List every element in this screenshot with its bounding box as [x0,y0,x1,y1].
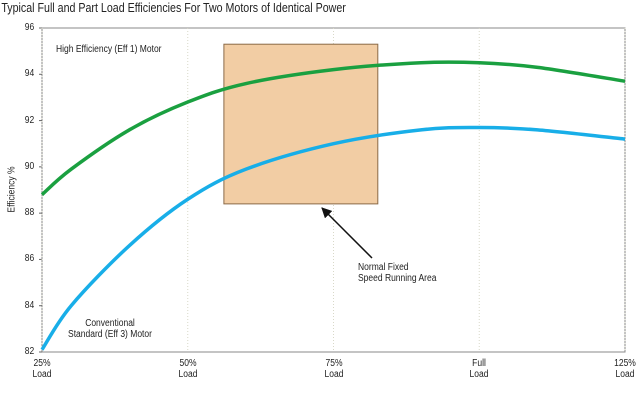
series-line [40,125,626,351]
series-label: Conventional Standard (Eff 3) Motor [68,318,152,340]
annotation: Normal Fixed Speed Running Area [358,262,437,284]
x-tick-label: 75% Load [324,358,343,380]
annotation-arrow [321,207,373,259]
x-tick-label: 125% Load [614,358,636,380]
x-tick-label: 50% Load [178,358,198,380]
y-tick-label: 86 [24,253,35,265]
y-tick-label: 92 [24,114,35,126]
y-tick-label: 94 [24,68,35,80]
series-label: High Efficiency (Eff 1) Motor [56,44,162,55]
y-tick-label: 96 [24,22,35,33]
y-tick-label: 84 [24,299,35,311]
y-tick-label: 90 [24,160,35,172]
y-tick-label: 82 [24,346,35,357]
shaded-region [223,43,379,205]
series-line [40,60,626,196]
chart-title: Figure 2 – Typical Full and Part Load Ef… [0,0,346,15]
y-tick-label: 88 [24,207,35,219]
x-tick-label: 25% Load [32,358,52,380]
x-tick-label: Full Load [469,358,489,380]
